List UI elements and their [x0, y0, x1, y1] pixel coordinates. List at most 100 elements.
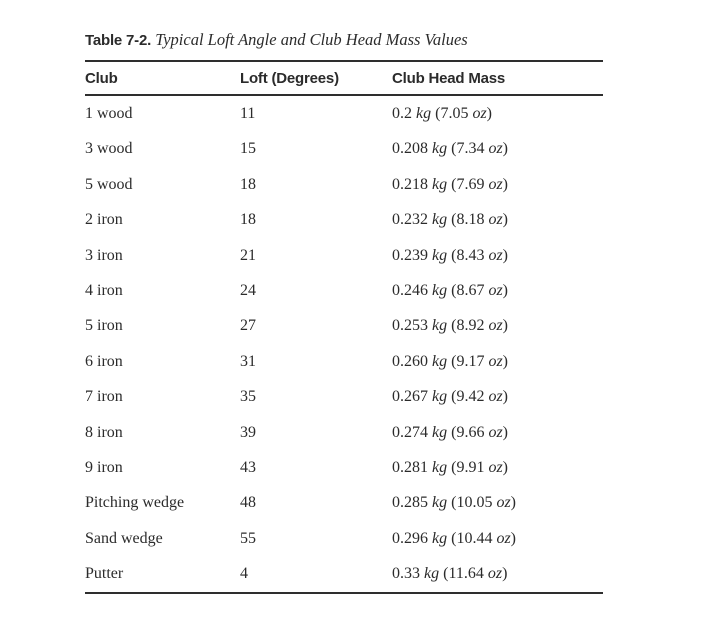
cell-club: 4 iron: [85, 282, 123, 300]
oz-unit-label: oz: [488, 388, 503, 406]
table-row: 9 iron 43 0.281 kg (9.91 oz): [85, 450, 603, 485]
cell-mass: 0.2 kg (7.05 oz): [392, 95, 603, 131]
oz-unit-label: oz: [488, 140, 503, 158]
mass-kg-value: 0.239: [392, 246, 432, 264]
cell-club: 3 iron: [85, 246, 123, 264]
table-header-row: Club Loft (Degrees) Club Head Mass: [85, 61, 603, 95]
cell-club: 5 wood: [85, 175, 133, 193]
table-row: 5 wood 18 0.218 kg (7.69 oz): [85, 167, 603, 202]
mass-oz-value: (8.92: [447, 317, 489, 335]
cell-mass: 0.281 kg (9.91 oz): [392, 450, 603, 485]
paren-close: ): [502, 352, 508, 370]
paren-close: ): [486, 105, 492, 122]
cell-mass: 0.260 kg (9.17 oz): [392, 344, 603, 379]
table-caption: Table 7-2. Typical Loft Angle and Club H…: [85, 31, 603, 50]
cell-club: 3 wood: [85, 140, 133, 158]
kg-unit-label: kg: [432, 529, 448, 547]
cell-club: 6 iron: [85, 352, 123, 370]
mass-kg-value: 0.253: [392, 317, 432, 335]
cell-club: Sand wedge: [85, 529, 163, 547]
mass-oz-value: (7.05: [431, 105, 473, 122]
mass-oz-value: (8.18: [447, 211, 489, 229]
cell-club: Putter: [85, 565, 124, 583]
kg-unit-label: kg: [432, 352, 448, 370]
kg-unit-label: kg: [432, 317, 448, 335]
cell-mass: 0.267 kg (9.42 oz): [392, 379, 603, 414]
paren-close: ): [502, 211, 508, 229]
cell-mass: 0.285 kg (10.05 oz): [392, 485, 603, 520]
mass-kg-value: 0.246: [392, 282, 432, 300]
table-row: 2 iron 18 0.232 kg (8.18 oz): [85, 202, 603, 237]
mass-kg-value: 0.2: [392, 105, 416, 122]
cell-mass: 0.33 kg (11.64 oz): [392, 556, 603, 592]
cell-loft: 11: [240, 105, 256, 122]
kg-unit-label: kg: [432, 246, 448, 264]
oz-unit-label: oz: [488, 246, 503, 264]
table-row: Putter 4 0.33 kg (11.64 oz): [85, 556, 603, 593]
oz-unit-label: oz: [496, 494, 511, 512]
table-row: 6 iron 31 0.260 kg (9.17 oz): [85, 344, 603, 379]
mass-oz-value: (9.42: [447, 388, 489, 406]
mass-oz-value: (10.44: [447, 529, 497, 547]
paren-close: ): [502, 565, 508, 583]
cell-loft: 15: [240, 140, 256, 158]
oz-unit-label: oz: [496, 529, 511, 547]
cell-club: 5 iron: [85, 317, 123, 335]
table-block: Table 7-2. Typical Loft Angle and Club H…: [85, 31, 603, 594]
table-row: 1 wood 11 0.2 kg (7.05 oz): [85, 95, 603, 131]
mass-kg-value: 0.281: [392, 459, 432, 477]
cell-loft: 4: [240, 565, 248, 583]
column-header-loft: Loft (Degrees): [240, 70, 339, 87]
oz-unit-label: oz: [487, 565, 503, 583]
kg-unit-label: kg: [432, 282, 448, 300]
table-row: Sand wedge 55 0.296 kg (10.44 oz): [85, 521, 603, 556]
table-header: Club Loft (Degrees) Club Head Mass: [85, 61, 603, 95]
kg-unit-label: kg: [432, 388, 448, 406]
kg-unit-label: kg: [432, 459, 448, 477]
paren-close: ): [502, 246, 508, 264]
cell-mass: 0.232 kg (8.18 oz): [392, 202, 603, 237]
mass-oz-value: (7.34: [447, 140, 489, 158]
loft-mass-table: Club Loft (Degrees) Club Head Mass 1 woo…: [85, 60, 603, 594]
cell-mass: 0.208 kg (7.34 oz): [392, 131, 603, 166]
mass-oz-value: (8.67: [447, 282, 489, 300]
cell-mass: 0.239 kg (8.43 oz): [392, 238, 603, 273]
mass-oz-value: (9.17: [447, 352, 489, 370]
kg-unit-label: kg: [432, 211, 448, 229]
mass-oz-value: (9.66: [447, 423, 489, 441]
cell-club: 8 iron: [85, 423, 123, 441]
cell-loft: 35: [240, 388, 256, 406]
mass-oz-value: (9.91: [447, 459, 489, 477]
kg-unit-label: kg: [432, 175, 448, 193]
paren-close: ): [502, 423, 508, 441]
mass-kg-value: 0.218: [392, 175, 432, 193]
table-caption-title: Typical Loft Angle and Club Head Mass Va…: [155, 30, 468, 49]
cell-club: 7 iron: [85, 388, 123, 406]
cell-loft: 43: [240, 459, 256, 477]
cell-mass: 0.246 kg (8.67 oz): [392, 273, 603, 308]
cell-loft: 27: [240, 317, 256, 335]
paren-close: ): [510, 494, 516, 512]
mass-kg-value: 0.274: [392, 423, 432, 441]
paren-close: ): [502, 140, 508, 158]
kg-unit-label: kg: [432, 494, 448, 512]
paren-close: ): [502, 388, 508, 406]
kg-unit-label: kg: [424, 565, 440, 583]
table-row: Pitching wedge 48 0.285 kg (10.05 oz): [85, 485, 603, 520]
cell-mass: 0.253 kg (8.92 oz): [392, 308, 603, 343]
cell-loft: 21: [240, 246, 256, 264]
paren-close: ): [510, 529, 516, 547]
oz-unit-label: oz: [472, 105, 487, 122]
table-row: 5 iron 27 0.253 kg (8.92 oz): [85, 308, 603, 343]
oz-unit-label: oz: [488, 352, 503, 370]
mass-kg-value: 0.296: [392, 529, 432, 547]
cell-mass: 0.296 kg (10.44 oz): [392, 521, 603, 556]
cell-loft: 18: [240, 175, 256, 193]
kg-unit-label: kg: [416, 105, 432, 122]
cell-mass: 0.218 kg (7.69 oz): [392, 167, 603, 202]
cell-club: 2 iron: [85, 211, 123, 229]
mass-kg-value: 0.232: [392, 211, 432, 229]
cell-mass: 0.274 kg (9.66 oz): [392, 415, 603, 450]
paren-close: ): [502, 282, 508, 300]
